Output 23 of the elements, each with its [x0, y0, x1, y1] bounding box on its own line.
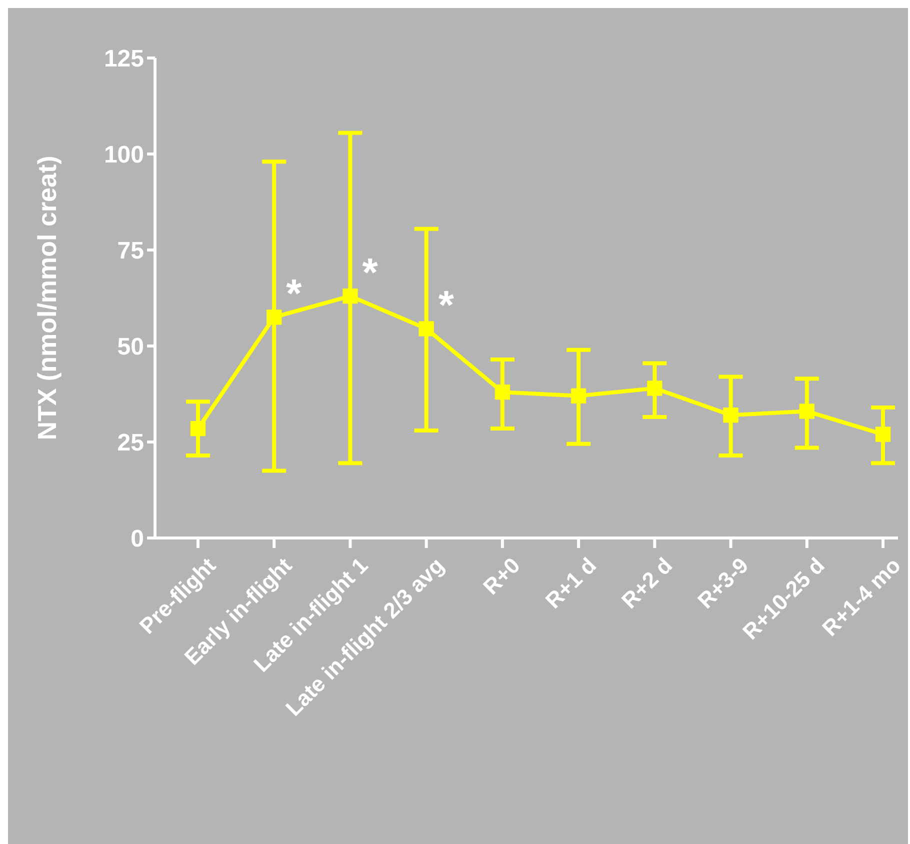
y-tick-label: 125 [104, 45, 144, 72]
y-tick-label: 50 [117, 333, 144, 360]
point [570, 388, 586, 404]
annotation: * [286, 272, 302, 316]
y-tick-label: 100 [104, 141, 144, 168]
x-tick-label: R+2 d [616, 552, 678, 614]
y-tick-label: 0 [130, 525, 144, 552]
y-tick-label: 75 [117, 237, 144, 264]
x-tick-label: R+1 d [540, 552, 601, 614]
point [723, 408, 738, 423]
point [875, 426, 891, 442]
annotation: * [362, 251, 378, 296]
point [266, 310, 282, 325]
annotation: * [438, 284, 454, 328]
point [799, 404, 814, 419]
point [190, 420, 206, 436]
x-tick-label: R+0 [478, 552, 525, 600]
point [494, 384, 510, 400]
y-axis-title: NTX (nmol/mmol creat) [32, 156, 62, 440]
y-tick-label: 25 [117, 429, 144, 456]
point [418, 321, 434, 336]
point [647, 380, 662, 396]
point [342, 288, 358, 304]
